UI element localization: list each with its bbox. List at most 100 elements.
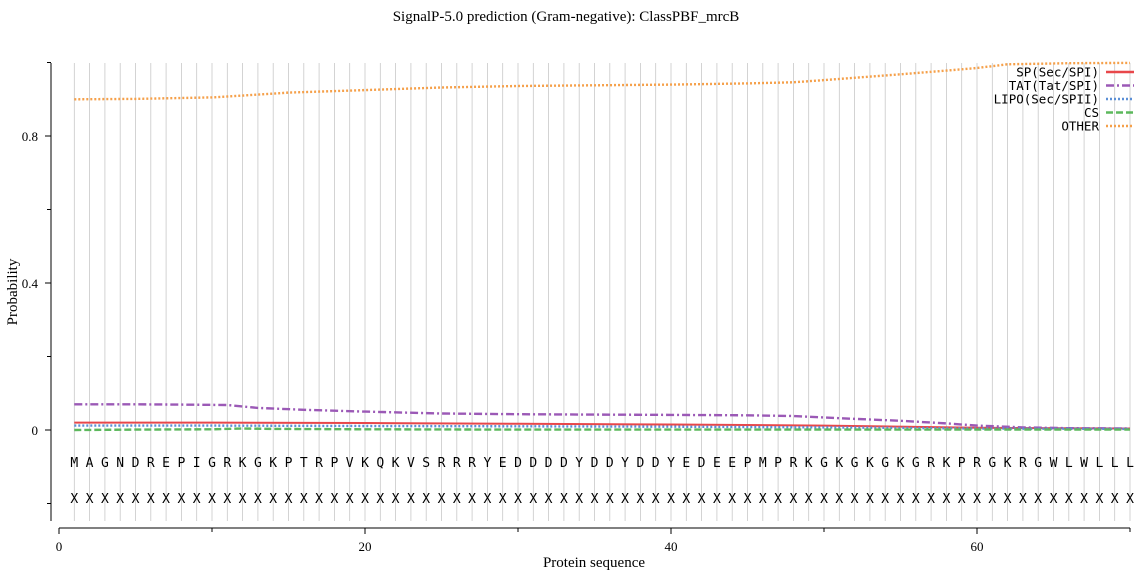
annotation-letter: X [759,492,767,507]
series-line-other [74,61,1131,101]
annotation-letter: X [545,492,553,507]
annotation-letter: X [208,492,216,507]
residue-letter: K [942,456,950,471]
annotation-letter: X [162,492,170,507]
annotation-letter: X [422,492,430,507]
annotation-letter: X [468,492,476,507]
annotation-letter: X [881,492,889,507]
residue-letter: K [1004,456,1012,471]
residue-letter: G [988,456,996,471]
residue-letter: E [162,456,170,471]
annotation-letter: X [866,492,874,507]
y-axis: 0 0.4 0.8 [22,62,52,521]
residue-letter: Q [376,456,384,471]
residue-letter: L [1095,456,1103,471]
annotation-letter: X [315,492,323,507]
residue-letter: P [744,456,752,471]
residue-letter: R [927,456,935,471]
residue-letter: S [422,456,430,471]
legend-label: CS [1084,105,1099,120]
x-tick-label: 0 [56,539,63,554]
annotation-letter: X [70,492,78,507]
y-tick-label: 0.8 [22,129,38,144]
annotation-letter: X [713,492,721,507]
residue-letter: Y [667,456,675,471]
residue-letter: W [1080,456,1088,471]
residue-letter: M [759,456,767,471]
annotation-letter: X [682,492,690,507]
annotation-letter: X [560,492,568,507]
residue-letter: A [86,456,94,471]
annotation-letter: X [942,492,950,507]
residue-letter: Y [575,456,583,471]
y-tick-label: 0.4 [22,276,39,291]
annotation-letter: X [575,492,583,507]
annotation-letter: X [973,492,981,507]
annotation-letter: X [1126,492,1134,507]
residue-letter: R [438,456,446,471]
residue-letter: D [132,456,140,471]
x-tick-label: 20 [359,539,372,554]
y-axis-label: Probability [5,258,21,325]
annotation-letter: X [453,492,461,507]
residue-letter: P [774,456,782,471]
annotation-letter: X [744,492,752,507]
residue-letter: E [499,456,507,471]
residue-letter: W [1050,456,1058,471]
residue-letter: K [361,456,369,471]
legend: SP(Sec/SPI)TAT(Tat/SPI)LIPO(Sec/SPII)CSO… [994,65,1134,134]
annotation-letter: X [330,492,338,507]
residue-letter: N [116,456,124,471]
annotation-letter: X [529,492,537,507]
residue-letter: G [881,456,889,471]
annotation-letter: X [652,492,660,507]
residue-letter: K [239,456,247,471]
residue-letter: D [698,456,706,471]
residue-letter: K [269,456,277,471]
residue-letter: G [208,456,216,471]
residue-letter: E [713,456,721,471]
residue-letter: L [1126,456,1134,471]
residue-letter: D [545,456,553,471]
annotation-letter: X [392,492,400,507]
residue-letter: R [973,456,981,471]
annotation-letter: X [1004,492,1012,507]
annotation-letter: X [254,492,262,507]
residue-letter: K [835,456,843,471]
residue-letter: D [529,456,537,471]
residue-letter: M [70,456,78,471]
annotation-letter: X [835,492,843,507]
residue-letter: L [1111,456,1119,471]
residue-letter: R [453,456,461,471]
residue-letter: G [851,456,859,471]
residue-letter: G [820,456,828,471]
annotation-letter: X [851,492,859,507]
annotation-letter: X [483,492,491,507]
residue-letter: R [147,456,155,471]
series-lines [74,61,1131,432]
residue-letter: R [315,456,323,471]
residue-letter: V [407,456,415,471]
residue-letter: G [912,456,920,471]
x-tick-label: 60 [971,539,984,554]
x-tick-label: 40 [665,539,678,554]
residue-letter: Y [483,456,491,471]
annotation-letter: X [958,492,966,507]
residue-letter: E [728,456,736,471]
annotation-letter: X [132,492,140,507]
annotation-letter: X [774,492,782,507]
chart-title: SignalP-5.0 prediction (Gram-negative): … [393,9,740,25]
residue-letter: K [805,456,813,471]
annotation-letter: X [1095,492,1103,507]
residue-letter: D [652,456,660,471]
annotation-letter: X [438,492,446,507]
annotation-letter: X [897,492,905,507]
residue-letter: K [897,456,905,471]
annotation-letter: X [239,492,247,507]
residue-letter: D [636,456,644,471]
series-line-lipo-sec-spii [74,424,1131,431]
residue-letter: P [330,456,338,471]
